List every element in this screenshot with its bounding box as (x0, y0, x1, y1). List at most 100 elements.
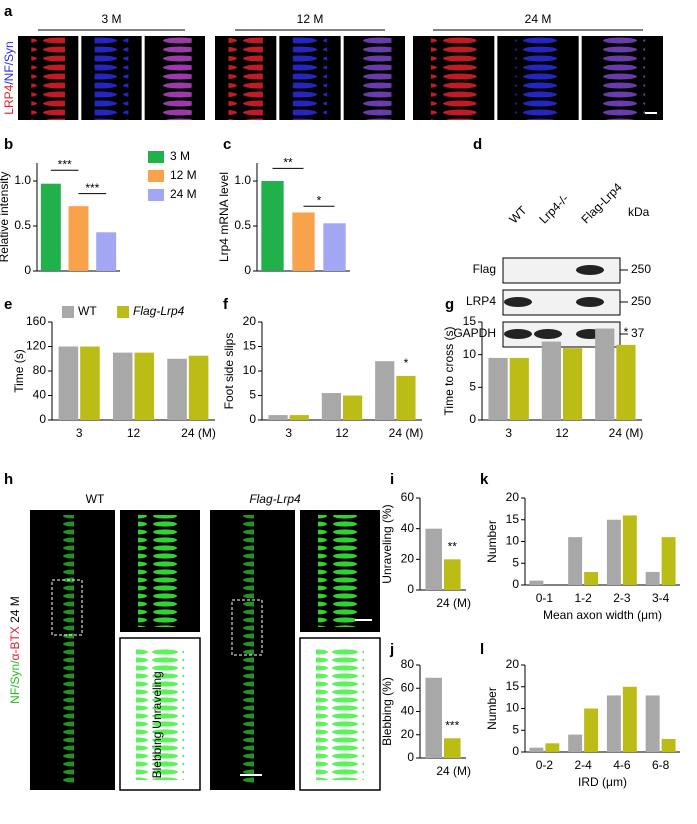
y-tick-label: 80 (33, 363, 47, 377)
label: WT (86, 492, 105, 506)
panel-label: i (390, 471, 394, 488)
panel-label: g (445, 296, 454, 313)
x-tick-label: 3-4 (652, 591, 670, 605)
x-tick-label: 0-2 (536, 758, 554, 772)
band (534, 329, 562, 339)
x-axis-label: Mean axon width (μm) (543, 608, 662, 622)
band (504, 297, 532, 307)
bar (616, 344, 636, 420)
bar (96, 232, 117, 271)
nerve (430, 36, 477, 120)
nerve (357, 36, 392, 120)
band (576, 297, 604, 307)
y-axis-label: Foot side slips (222, 333, 236, 410)
legend-label: 12 M (170, 168, 197, 182)
bar (80, 346, 100, 420)
y-tick-label: 5 (469, 380, 476, 394)
label: Flag (473, 262, 496, 276)
bar (292, 212, 315, 271)
nerve (292, 36, 328, 120)
x-tick-label: 6-8 (652, 758, 670, 772)
panel-label: j (389, 641, 394, 658)
bar (188, 355, 209, 420)
legend-label: 3 M (170, 149, 190, 163)
significance: * (624, 325, 629, 339)
y-tick-label: 120 (26, 339, 46, 353)
y-tick-label: 0 (244, 263, 251, 277)
y-tick-label: 80 (401, 657, 415, 671)
y-axis-label: Lrp4 mRNA level (217, 172, 231, 262)
bar (40, 183, 61, 271)
bar (661, 537, 676, 585)
significance: ** (283, 156, 293, 170)
panel-label: k (480, 471, 489, 488)
x-tick-label: 3 (505, 426, 512, 440)
y-tick-label: 0 (39, 412, 46, 426)
legend-label: Flag-Lrp4 (133, 304, 185, 318)
y-tick-label: 60 (401, 490, 415, 504)
bar (321, 393, 341, 420)
panel-label: b (4, 136, 13, 153)
bar (509, 357, 529, 420)
bar (68, 206, 89, 271)
bar (622, 686, 637, 752)
y-tick-label: 0 (24, 263, 31, 277)
y-tick-label: 20 (401, 727, 415, 741)
bar (261, 181, 284, 271)
significance: * (317, 193, 322, 207)
y-tick-label: 10 (506, 701, 520, 715)
y-tick-label: 0 (512, 577, 519, 591)
bar (584, 708, 599, 752)
y-axis-label: Time to cross (s) (442, 327, 456, 416)
y-tick-label: 160 (26, 314, 46, 328)
bar (375, 361, 395, 420)
y-tick-label: 10 (506, 534, 520, 548)
bar (343, 395, 363, 420)
stain: NF/Syn/ (8, 660, 22, 704)
significance: * (404, 356, 409, 370)
panel-label: l (480, 641, 484, 658)
label: 250 (631, 294, 651, 308)
bar (425, 677, 442, 758)
label: 250 (631, 262, 651, 276)
y-axis-label: Blebbing (%) (380, 677, 394, 746)
x-tick-label: 24 (609, 426, 623, 440)
panel-label: h (4, 471, 13, 488)
bar (568, 537, 583, 585)
x-unit: (M) (453, 596, 471, 610)
y-tick-label: 60 (401, 680, 415, 694)
x-tick-label: 12 (335, 426, 349, 440)
stain-label: LRP4/NF/Syn (2, 41, 16, 114)
legend-swatch (148, 151, 164, 163)
roi (231, 599, 263, 656)
bar (444, 559, 461, 590)
x-unit: (M) (625, 426, 643, 440)
legend-swatch (148, 189, 164, 201)
y-tick-label: 20 (506, 657, 520, 671)
y-tick-label: 0 (407, 582, 414, 596)
x-tick-label: 2-4 (574, 758, 592, 772)
nerve (157, 36, 192, 120)
label: 24 M (525, 12, 552, 26)
y-tick-label: 0 (512, 744, 519, 758)
legend-swatch (148, 170, 164, 182)
y-tick-label: 0 (407, 750, 414, 764)
label: Unraveling (150, 671, 164, 728)
bar (661, 738, 676, 752)
y-tick-label: 40 (401, 704, 415, 718)
bar (425, 528, 442, 590)
y-tick-label: 1.0 (14, 173, 31, 187)
y-tick-label: 15 (463, 314, 477, 328)
bar (545, 743, 560, 752)
label: Lrp4-/- (536, 191, 571, 226)
y-axis-label: Number (485, 520, 499, 563)
significance: ** (448, 540, 458, 554)
zoom-nerve (138, 515, 182, 627)
zoom-nerve (318, 515, 362, 627)
x-tick-label: 24 (436, 596, 450, 610)
x-unit: (M) (453, 764, 471, 778)
y-tick-label: 40 (401, 521, 415, 535)
legend-label: WT (78, 304, 97, 318)
stain: 24 M (8, 596, 22, 626)
